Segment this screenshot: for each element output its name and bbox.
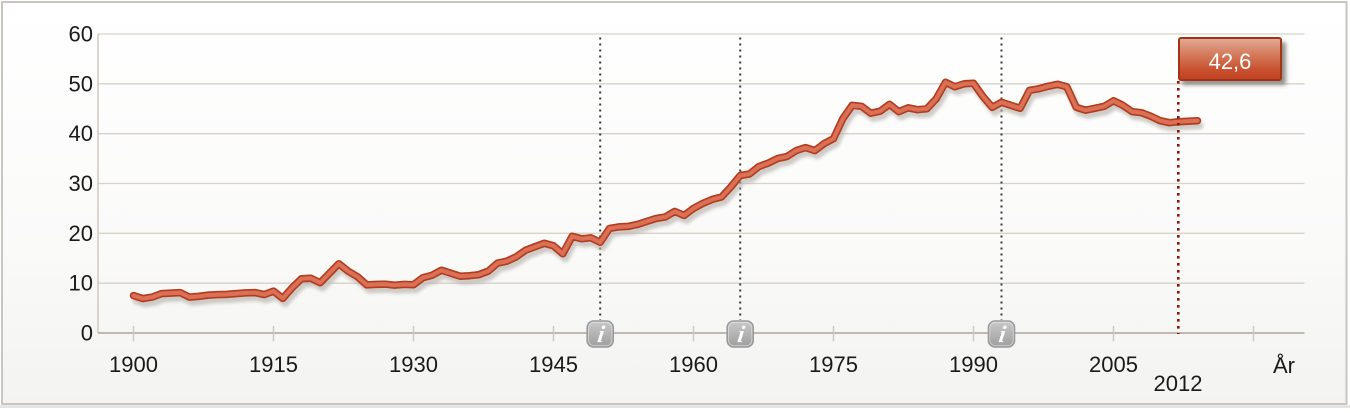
- svg-text:40: 40: [69, 121, 93, 146]
- svg-text:1915: 1915: [249, 352, 298, 377]
- svg-text:0: 0: [81, 321, 93, 346]
- svg-text:2012: 2012: [1154, 371, 1203, 396]
- svg-text:60: 60: [69, 22, 93, 47]
- svg-text:50: 50: [69, 71, 93, 96]
- svg-text:1960: 1960: [669, 352, 718, 377]
- svg-text:30: 30: [69, 171, 93, 196]
- svg-text:10: 10: [69, 271, 93, 296]
- svg-text:År: År: [1273, 353, 1295, 378]
- svg-text:1930: 1930: [389, 352, 438, 377]
- svg-text:1990: 1990: [949, 352, 998, 377]
- svg-text:1945: 1945: [529, 352, 578, 377]
- svg-text:2005: 2005: [1089, 352, 1138, 377]
- svg-text:20: 20: [69, 221, 93, 246]
- svg-text:1900: 1900: [109, 352, 158, 377]
- svg-text:1975: 1975: [809, 352, 858, 377]
- svg-text:42,6: 42,6: [1209, 49, 1252, 74]
